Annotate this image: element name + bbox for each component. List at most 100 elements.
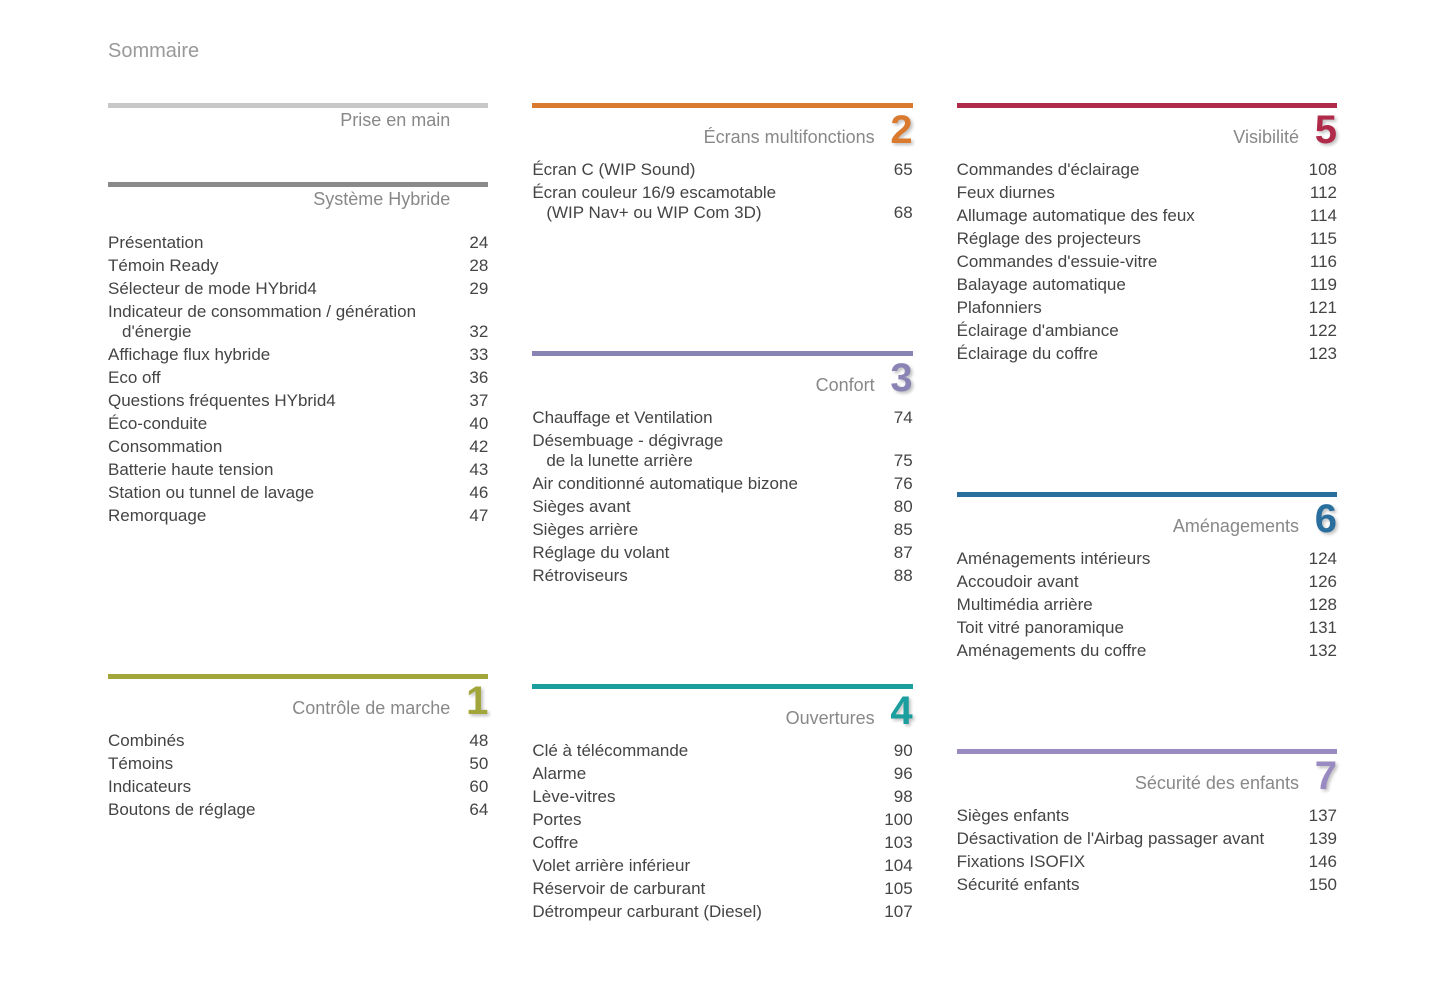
toc-entry-label: Accoudoir avant — [957, 572, 1297, 592]
toc-entry-page: 60 — [448, 777, 488, 797]
toc-entry-label: Feux diurnes — [957, 183, 1297, 203]
section-title-row: Système Hybride — [108, 189, 488, 223]
section-header: Visibilité5 — [957, 103, 1337, 150]
toc-entry: Éclairage d'ambiance122 — [957, 321, 1337, 341]
toc-section-confort: Confort3 Chauffage et Ventilation74 Désemb… — [532, 351, 912, 586]
toc-entry-page: 29 — [448, 279, 488, 299]
toc-entry-page: 112 — [1297, 183, 1337, 203]
toc-entry-label: Aménagements intérieurs — [957, 549, 1297, 569]
section-bar — [957, 492, 1337, 497]
toc-entry-page: 146 — [1297, 852, 1337, 872]
section-header: Système Hybride — [108, 182, 488, 223]
toc-entry: Témoins50 — [108, 754, 488, 774]
section-title: Écrans multifonctions — [532, 127, 882, 148]
toc-entry-label: Aménagements du coffre — [957, 641, 1297, 661]
toc-entry-label: Combinés — [108, 731, 448, 751]
section-title-row: Visibilité5 — [957, 110, 1337, 150]
toc-entry-label: Air conditionné automatique bizone — [532, 474, 872, 494]
toc-entry-page: 131 — [1297, 618, 1337, 638]
toc-entry-label: Éco-conduite — [108, 414, 448, 434]
toc-entry-label: Désactivation de l'Airbag passager avant — [957, 829, 1297, 849]
toc-section-ecrans-multifonctions: Écrans multifonctions2 Écran C (WIP Sound… — [532, 103, 912, 223]
toc-entry-label: Boutons de réglage — [108, 800, 448, 820]
toc-entry-page: 36 — [448, 368, 488, 388]
toc-entry-label: Volet arrière inférieur — [532, 856, 872, 876]
toc-entry: Écran couleur 16/9 escamotable(WIP Nav+ … — [532, 183, 912, 223]
toc-entry: Alarme96 — [532, 764, 912, 784]
toc-section-amenagements: Aménagements6Aménagements intérieurs124A… — [957, 492, 1337, 661]
toc-entry: Éco-conduite40 — [108, 414, 488, 434]
section-number: 6 — [1307, 499, 1337, 539]
toc-entry-label: Commandes d'essuie-vitre — [957, 252, 1297, 272]
toc-entry-page: 126 — [1297, 572, 1337, 592]
toc-entry-page: 76 — [873, 474, 913, 494]
section-bar — [108, 103, 488, 108]
toc-entry: Désactivation de l'Airbag passager avant… — [957, 829, 1337, 849]
toc-entry: Détrompeur carburant (Diesel)107 — [532, 902, 912, 922]
toc-entry-page: 100 — [873, 810, 913, 830]
toc-entry: Air conditionné automatique bizone76 — [532, 474, 912, 494]
toc-entry-page: 50 — [448, 754, 488, 774]
toc-entry: Lève-vitres98 — [532, 787, 912, 807]
toc-entry-label: Désembuage - dégivragede la lunette arri… — [532, 431, 872, 471]
toc-entry: Multimédia arrière128 — [957, 595, 1337, 615]
toc-entry-page: 64 — [448, 800, 488, 820]
section-entries: Sièges enfants137Désactivation de l'Airb… — [957, 806, 1337, 895]
section-bar — [108, 182, 488, 187]
toc-entry-label: Réglage des projecteurs — [957, 229, 1297, 249]
toc-entry-label: Clé à télécommande — [532, 741, 872, 761]
section-title-row: Contrôle de marche1 — [108, 681, 488, 721]
toc-entry: Indicateur de consommation / générationd… — [108, 302, 488, 342]
toc-entry: Chauffage et Ventilation74 — [532, 408, 912, 428]
toc-entry-label: Sièges arrière — [532, 520, 872, 540]
toc-entry-page: 24 — [448, 233, 488, 253]
toc-entry-page: 32 — [448, 322, 488, 342]
toc-entry-label: Indicateur de consommation / générationd… — [108, 302, 448, 342]
section-title: Système Hybride — [108, 189, 458, 210]
toc-entry: Aménagements intérieurs124 — [957, 549, 1337, 569]
toc-entry-label: Remorquage — [108, 506, 448, 526]
toc-entry-page: 139 — [1297, 829, 1337, 849]
section-bar — [957, 749, 1337, 754]
toc-entry-label: Consommation — [108, 437, 448, 457]
section-title: Confort — [532, 375, 882, 396]
toc-entry: Remorquage47 — [108, 506, 488, 526]
toc-entry: Réglage du volant87 — [532, 543, 912, 563]
toc-entry-page: 48 — [448, 731, 488, 751]
toc-entry: Coffre103 — [532, 833, 912, 853]
toc-entry-page: 150 — [1297, 875, 1337, 895]
spacer — [957, 392, 1337, 492]
toc-entry-label: Sélecteur de mode HYbrid4 — [108, 279, 448, 299]
toc-entry: Questions fréquentes HYbrid437 — [108, 391, 488, 411]
section-number: 3 — [883, 358, 913, 398]
section-bar — [957, 103, 1337, 108]
toc-entry-page: 122 — [1297, 321, 1337, 341]
section-bar — [532, 684, 912, 689]
toc-entry-label: Station ou tunnel de lavage — [108, 483, 448, 503]
section-title: Prise en main — [108, 110, 458, 131]
toc-entry: Commandes d'éclairage108 — [957, 160, 1337, 180]
toc-entry-label: Éclairage d'ambiance — [957, 321, 1297, 341]
toc-entry: Affichage flux hybride33 — [108, 345, 488, 365]
toc-entry-page: 43 — [448, 460, 488, 480]
section-title-row: Aménagements6 — [957, 499, 1337, 539]
toc-entry-page: 47 — [448, 506, 488, 526]
toc-entry-label: Présentation — [108, 233, 448, 253]
section-title: Sécurité des enfants — [957, 773, 1307, 794]
toc-entry: Allumage automatique des feux114 — [957, 206, 1337, 226]
toc-entry-label: Chauffage et Ventilation — [532, 408, 872, 428]
section-number: 2 — [883, 110, 913, 150]
toc-entry-label: Batterie haute tension — [108, 460, 448, 480]
toc-entry-page: 124 — [1297, 549, 1337, 569]
toc-entry-page: 87 — [873, 543, 913, 563]
toc-entry-page: 46 — [448, 483, 488, 503]
toc-entry-page: 75 — [873, 451, 913, 471]
spacer — [532, 614, 912, 684]
toc-section-ouvertures: Ouvertures4Clé à télécommande90Alarme96L… — [532, 684, 912, 922]
section-title-row: Sécurité des enfants7 — [957, 756, 1337, 796]
toc-entry-label: Écran C (WIP Sound) — [532, 160, 872, 180]
section-entries: Écran C (WIP Sound)65 Écran couleur 16/9 … — [532, 160, 912, 223]
toc-entry: Écran C (WIP Sound)65 — [532, 160, 912, 180]
toc-entry-label: Fixations ISOFIX — [957, 852, 1297, 872]
toc-entry-page: 65 — [873, 160, 913, 180]
